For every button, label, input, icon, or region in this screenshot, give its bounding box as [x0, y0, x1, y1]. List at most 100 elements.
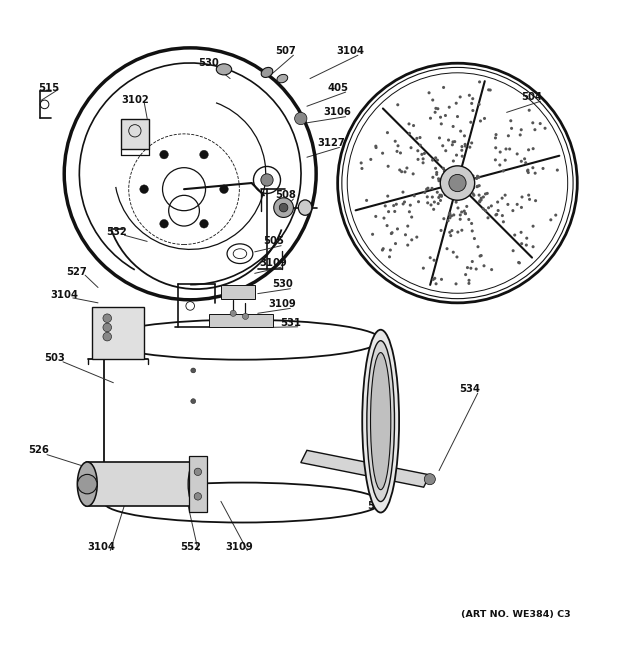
Circle shape — [160, 150, 169, 159]
Circle shape — [426, 202, 429, 204]
Circle shape — [230, 310, 236, 317]
Circle shape — [468, 94, 471, 97]
Circle shape — [386, 194, 389, 198]
Circle shape — [448, 216, 451, 219]
Circle shape — [494, 159, 497, 161]
Circle shape — [440, 195, 443, 198]
Circle shape — [396, 103, 399, 106]
Circle shape — [460, 229, 463, 232]
Circle shape — [447, 139, 450, 141]
Circle shape — [472, 175, 474, 178]
Circle shape — [476, 184, 479, 188]
Circle shape — [544, 127, 547, 130]
Circle shape — [471, 192, 474, 196]
Circle shape — [440, 278, 443, 281]
Circle shape — [78, 475, 97, 494]
Circle shape — [459, 95, 462, 98]
Circle shape — [381, 151, 384, 155]
Text: 3109: 3109 — [259, 258, 287, 268]
Circle shape — [533, 128, 536, 132]
Circle shape — [442, 217, 445, 220]
Circle shape — [525, 243, 528, 247]
Text: 3104: 3104 — [336, 46, 364, 56]
Ellipse shape — [371, 352, 391, 490]
Text: 534: 534 — [459, 384, 481, 394]
Circle shape — [471, 109, 474, 112]
Circle shape — [516, 153, 519, 155]
Circle shape — [528, 108, 531, 112]
Circle shape — [428, 256, 432, 259]
Circle shape — [436, 159, 439, 162]
Circle shape — [502, 169, 505, 173]
Circle shape — [261, 174, 273, 186]
Circle shape — [496, 200, 499, 204]
Circle shape — [471, 229, 474, 233]
Circle shape — [448, 106, 451, 109]
Circle shape — [453, 140, 456, 143]
Circle shape — [520, 206, 523, 209]
Text: 503: 503 — [45, 353, 65, 363]
Circle shape — [478, 200, 481, 204]
Ellipse shape — [367, 340, 394, 502]
Circle shape — [477, 176, 481, 178]
Circle shape — [467, 282, 471, 285]
Circle shape — [370, 158, 373, 161]
Text: 3109: 3109 — [226, 542, 253, 552]
Circle shape — [487, 216, 490, 219]
Circle shape — [539, 122, 542, 125]
Circle shape — [477, 184, 481, 187]
Circle shape — [294, 112, 307, 125]
Circle shape — [454, 102, 458, 104]
Circle shape — [526, 169, 529, 173]
Circle shape — [460, 210, 463, 214]
Circle shape — [431, 98, 434, 102]
Circle shape — [527, 148, 530, 151]
Circle shape — [454, 282, 458, 286]
Circle shape — [472, 186, 475, 189]
Circle shape — [531, 121, 534, 124]
Circle shape — [477, 194, 481, 196]
Circle shape — [435, 173, 438, 176]
Circle shape — [423, 191, 427, 194]
FancyBboxPatch shape — [188, 457, 207, 512]
Circle shape — [448, 231, 451, 234]
Circle shape — [517, 261, 520, 264]
Text: 508: 508 — [275, 190, 296, 200]
Circle shape — [450, 229, 453, 232]
Circle shape — [461, 145, 464, 148]
Circle shape — [450, 234, 453, 237]
Ellipse shape — [78, 462, 96, 506]
Circle shape — [219, 185, 228, 194]
Circle shape — [444, 149, 447, 152]
Circle shape — [412, 173, 415, 175]
Circle shape — [484, 209, 487, 212]
Circle shape — [459, 217, 462, 221]
Circle shape — [391, 231, 394, 234]
Circle shape — [480, 196, 483, 200]
Text: 3104: 3104 — [87, 542, 115, 552]
Circle shape — [396, 144, 399, 147]
FancyBboxPatch shape — [208, 314, 273, 327]
Circle shape — [456, 255, 459, 258]
Circle shape — [365, 199, 368, 202]
Circle shape — [502, 220, 505, 223]
Circle shape — [451, 143, 454, 146]
Circle shape — [451, 125, 454, 128]
Circle shape — [417, 158, 420, 161]
Text: 531: 531 — [280, 317, 301, 327]
Circle shape — [393, 210, 396, 213]
Circle shape — [494, 214, 497, 217]
Circle shape — [531, 166, 534, 169]
Text: 530: 530 — [272, 280, 293, 290]
Circle shape — [440, 166, 475, 200]
Circle shape — [420, 153, 423, 156]
Circle shape — [425, 188, 428, 191]
Circle shape — [454, 200, 458, 204]
Circle shape — [510, 127, 513, 130]
Circle shape — [401, 190, 404, 194]
Circle shape — [520, 128, 523, 132]
Circle shape — [413, 194, 416, 198]
Circle shape — [443, 170, 446, 173]
Circle shape — [404, 171, 407, 173]
Text: 527: 527 — [66, 267, 87, 277]
